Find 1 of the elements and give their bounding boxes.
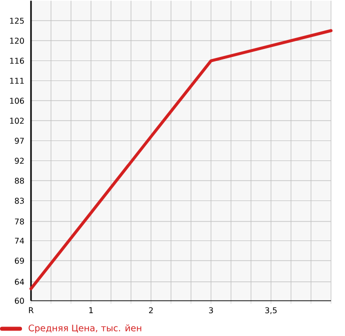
legend-label: Средняя Цена, тыс. йен <box>28 324 142 334</box>
